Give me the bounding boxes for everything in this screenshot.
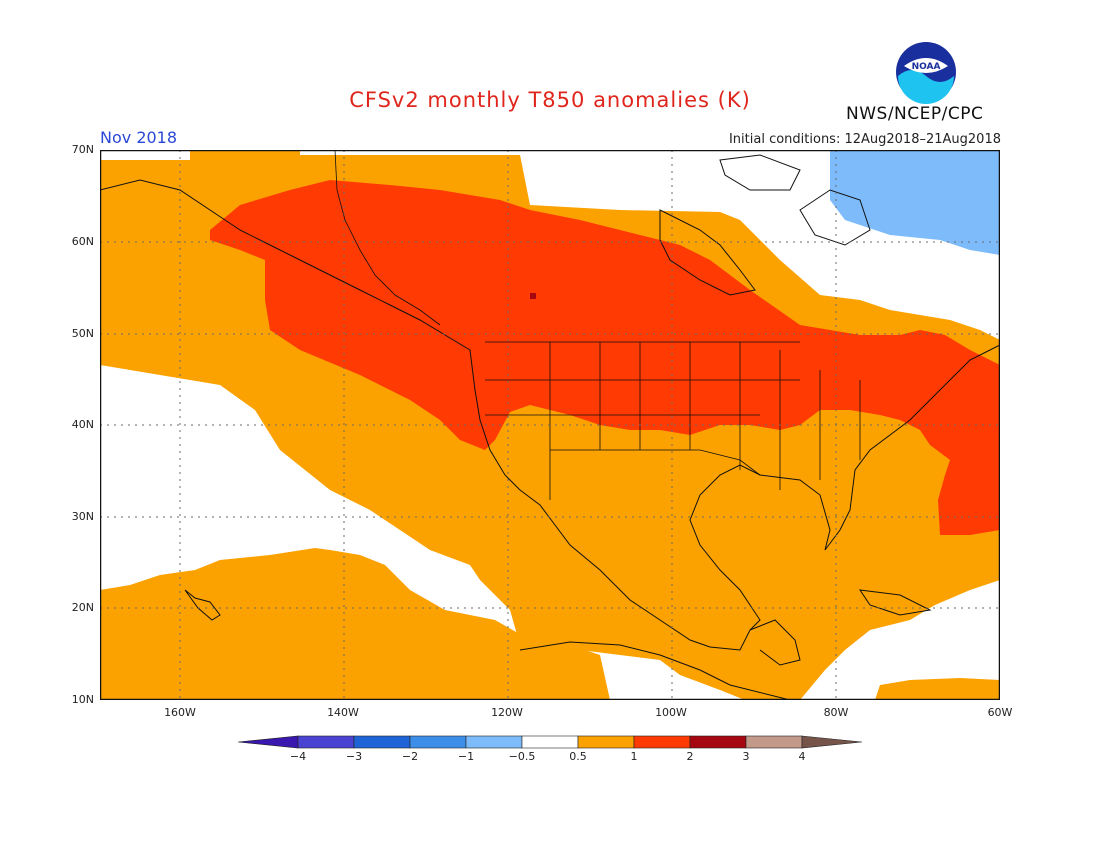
lat-label-40n: 40N [71,418,94,431]
legend-tick-label: 0.5 [569,750,587,763]
anomaly-region-1-2 [210,180,1000,535]
legend-tick-label: 4 [798,750,806,763]
legend-swatch [689,735,747,749]
anomaly-map [100,150,1000,700]
anomaly-region-2-3 [530,293,536,299]
legend-tick-label: −1 [457,750,475,763]
legend-arrow-high [801,735,862,749]
lat-label-50n: 50N [71,327,94,340]
anomaly-region-neg [830,150,1000,255]
legend-arrow-low [238,735,299,749]
legend-tick-label: −4 [289,750,307,763]
legend-swatch [745,735,803,749]
legend-swatch [409,735,467,749]
political-borders [334,150,861,500]
lon-label-160w: 160W [164,706,196,719]
chart-title: CFSv2 monthly T850 anomalies (K) [349,88,751,112]
lat-label-30n: 30N [71,510,94,523]
legend-swatch [577,735,635,749]
legend-swatch [465,735,523,749]
legend-tick-label: 3 [742,750,750,763]
lon-label-120w: 120W [491,706,523,719]
lat-label-20n: 20N [71,601,94,614]
lon-label-60w: 60W [987,706,1013,719]
legend-swatch [353,735,411,749]
lon-label-80w: 80W [823,706,849,719]
graticule [100,150,1000,700]
lon-label-100w: 100W [655,706,687,719]
legend-tick-label: 1 [630,750,638,763]
legend-swatch [297,735,355,749]
legend-tick-label: −2 [401,750,419,763]
legend-swatch [521,735,579,749]
forecast-month: Nov 2018 [100,128,178,147]
legend-tick-label: 2 [686,750,694,763]
legend-tick-label: −0.5 [508,750,536,763]
map-frame [100,150,1000,700]
lon-label-140w: 140W [327,706,359,719]
logo-text: NOAA [912,62,941,72]
noaa-logo: NOAA [896,42,956,104]
initial-conditions: Initial conditions: 12Aug2018–21Aug2018 [728,132,1001,147]
coastlines [100,154,1000,700]
agency-label: NWS/NCEP/CPC [846,104,984,124]
lat-label-70n: 70N [71,143,94,156]
lat-label-10n: 10N [71,693,94,706]
color-legend [238,735,862,749]
legend-swatch [633,735,691,749]
lat-label-60n: 60N [71,235,94,248]
legend-tick-label: −3 [345,750,363,763]
